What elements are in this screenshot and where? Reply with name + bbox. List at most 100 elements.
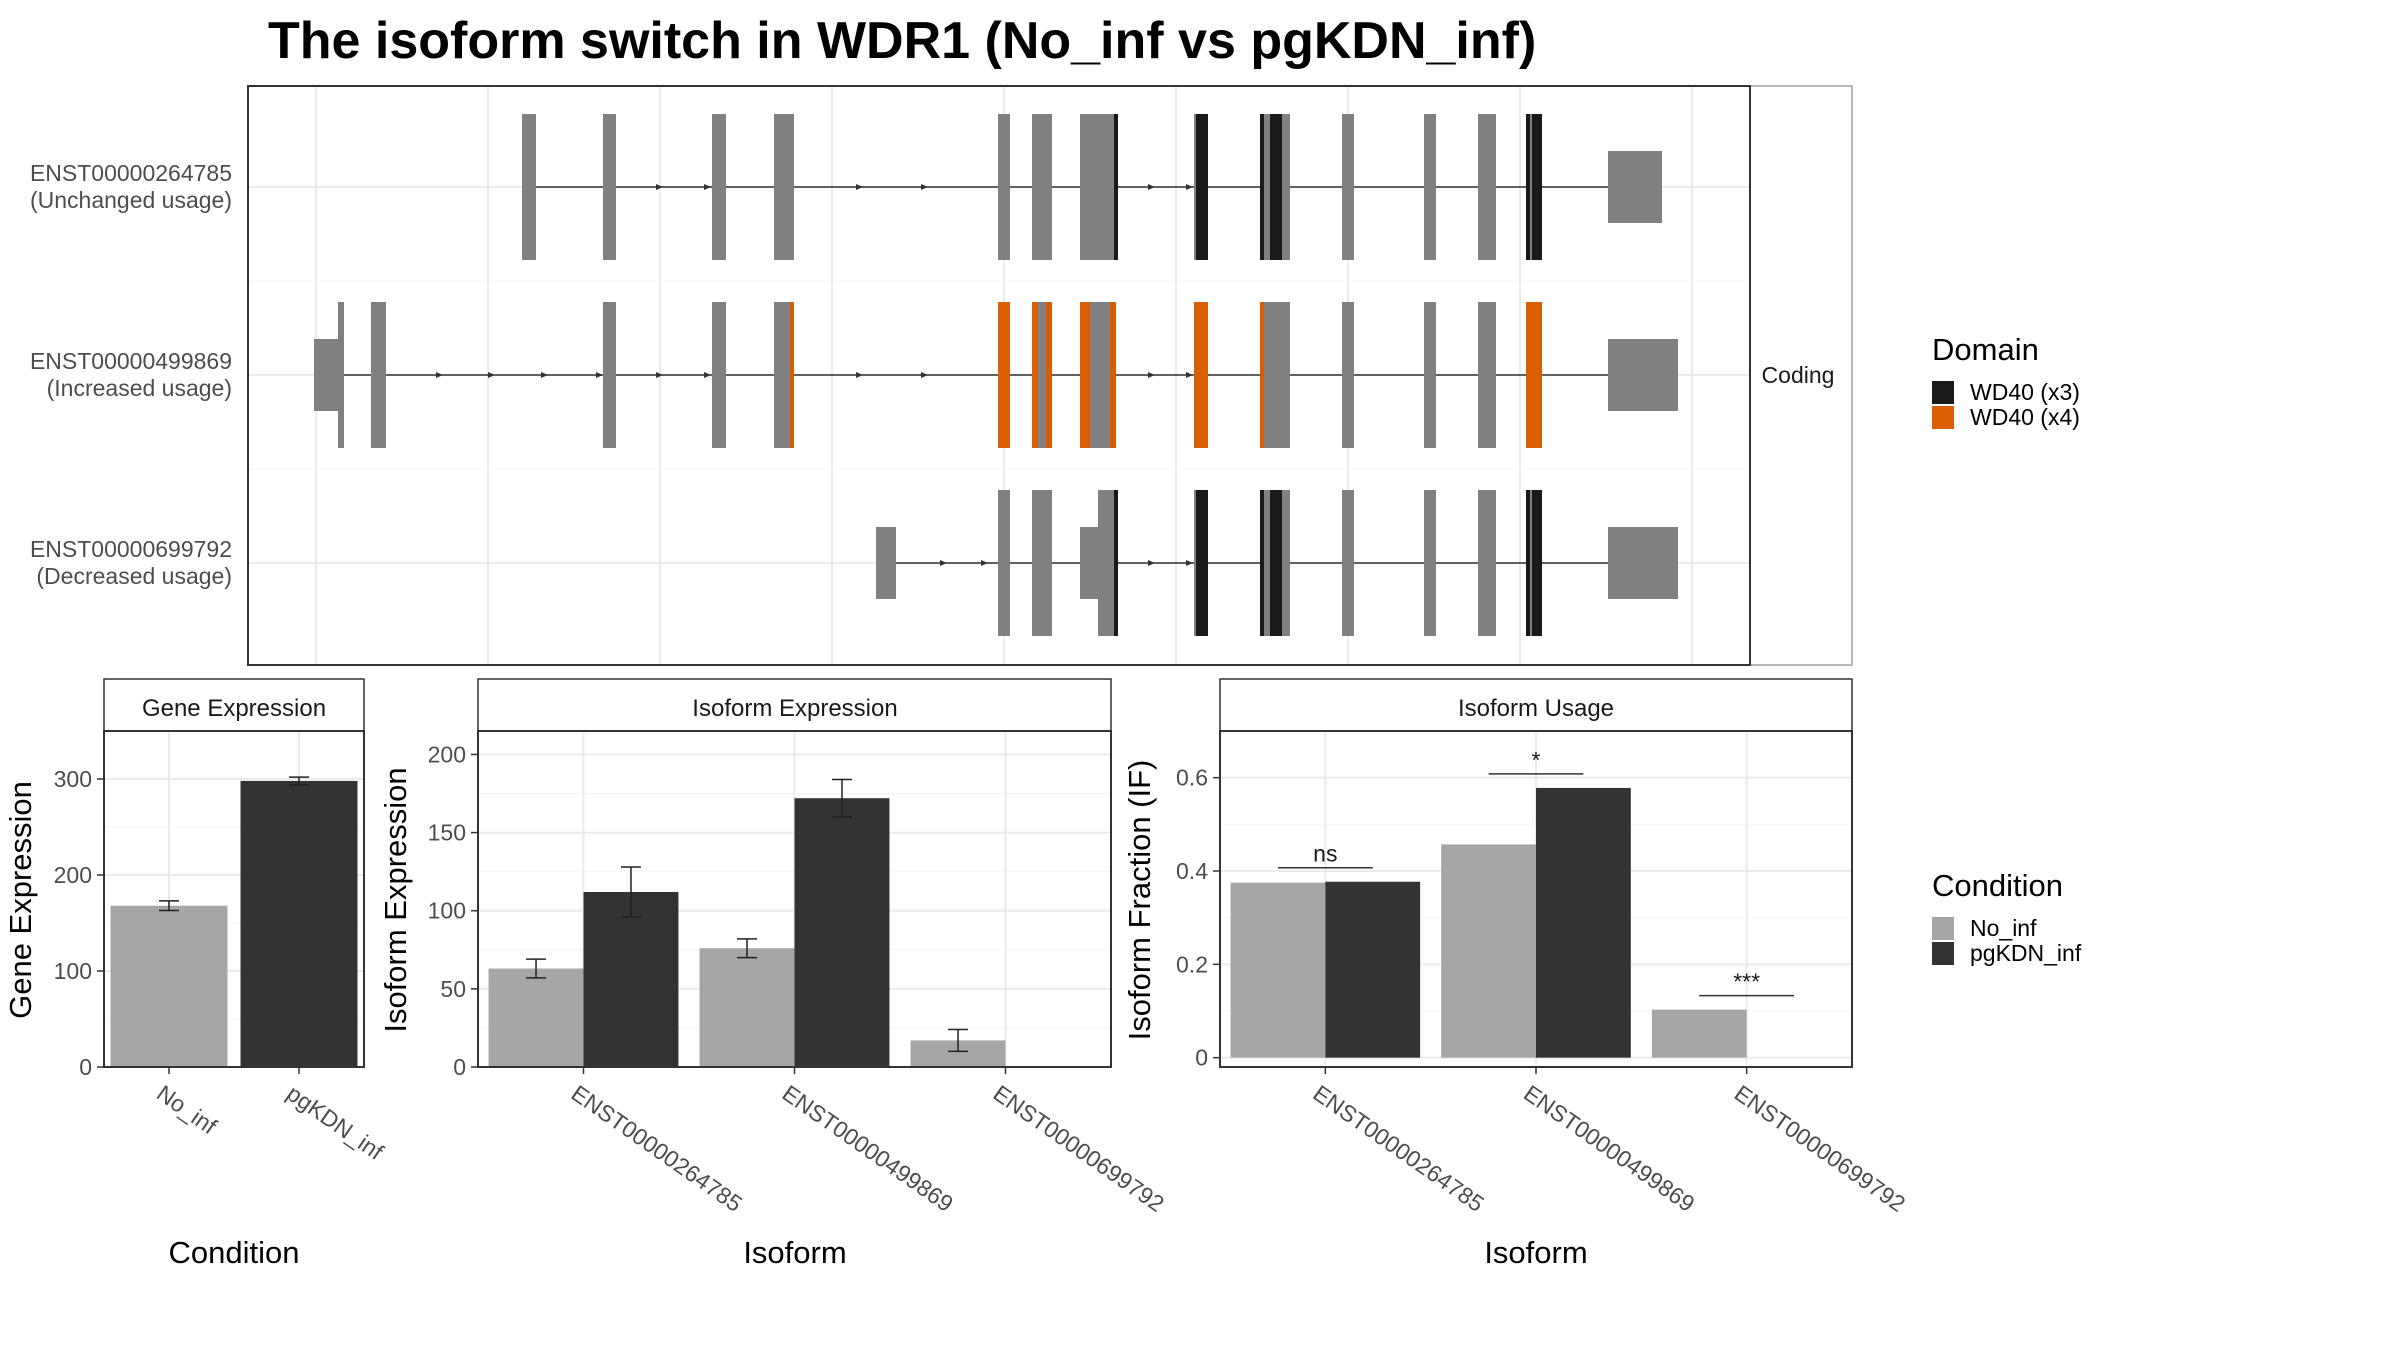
- usage-y-axis-label: Isoform Fraction (IF): [1122, 760, 1157, 1041]
- bar: [488, 968, 584, 1067]
- domain-wd40-block: [1532, 114, 1542, 260]
- intron-direction-arrow: [704, 184, 711, 190]
- legend-label-pgkdn-inf: pgKDN_inf: [1970, 940, 2082, 966]
- intron-direction-arrow: [940, 560, 947, 566]
- intron-direction-arrow: [921, 184, 928, 190]
- y-tick-label: 100: [54, 958, 92, 984]
- domain-wd40-block: [998, 302, 1010, 448]
- bar: [1325, 881, 1421, 1058]
- transcript-usage-label: (Increased usage): [47, 375, 232, 401]
- legend-swatch-wd40-x3: [1932, 381, 1954, 404]
- intron-direction-arrow: [488, 372, 495, 378]
- panel-plot-border: [103, 730, 365, 1068]
- utr-block: [1608, 339, 1678, 411]
- condition-legend: Condition No_inf pgKDN_inf: [1932, 868, 2082, 966]
- error-bar: [159, 900, 179, 912]
- exon-block: [1032, 490, 1052, 636]
- isoexp-panel-title: Isoform Expression: [692, 695, 897, 722]
- y-tick-label: 150: [428, 820, 466, 846]
- intron-direction-arrow: [1148, 560, 1155, 566]
- transcript-usage-label: (Unchanged usage): [30, 187, 232, 213]
- y-tick-label: 0: [453, 1054, 466, 1080]
- bar: [1230, 882, 1326, 1058]
- domain-wd40-block: [1196, 114, 1208, 260]
- domain-wd40-block: [790, 302, 794, 448]
- bar: [1651, 1009, 1747, 1058]
- gene-x-axis-label: Condition: [169, 1235, 300, 1270]
- intron-direction-arrow: [704, 372, 711, 378]
- significance-label: ns: [1313, 841, 1337, 867]
- error-bar: [737, 938, 758, 959]
- domain-wd40-block: [1270, 490, 1282, 636]
- intron-direction-arrow: [436, 372, 443, 378]
- gene-panel-title: Gene Expression: [142, 695, 326, 722]
- y-tick-label: 100: [428, 898, 466, 924]
- intron-direction-arrow: [856, 372, 863, 378]
- exon-block: [371, 302, 386, 448]
- exon-block: [1424, 302, 1436, 448]
- intron-direction-arrow: [1186, 560, 1193, 566]
- intron-direction-arrow: [1148, 184, 1155, 190]
- x-tick-label: pgKDN_inf: [282, 1080, 389, 1165]
- transcript-id-label: ENST00000499869: [30, 348, 232, 374]
- domain-wd40-block: [1526, 114, 1530, 260]
- transcript-usage-label: (Decreased usage): [36, 563, 232, 589]
- panel-plot-border: [1219, 730, 1853, 1068]
- x-tick-label: ENST00000499869: [778, 1080, 958, 1217]
- intron-direction-arrow: [981, 560, 988, 566]
- x-tick-label: ENST00000264785: [1308, 1080, 1488, 1217]
- domain-legend: Domain WD40 (x3) WD40 (x4): [1932, 332, 2080, 430]
- bar: [240, 780, 358, 1067]
- exon-block: [1478, 490, 1496, 636]
- transcript-id-label: ENST00000699792: [30, 536, 232, 562]
- legend-label-no-inf: No_inf: [1970, 915, 2037, 941]
- y-tick-label: 0: [79, 1054, 92, 1080]
- exon-block: [1342, 490, 1354, 636]
- exon-block: [1098, 490, 1116, 636]
- exon-block: [998, 114, 1010, 260]
- utr-block: [1080, 527, 1098, 599]
- bar: [1441, 844, 1536, 1058]
- domain-legend-title: Domain: [1932, 332, 2039, 367]
- exon-block: [522, 114, 536, 260]
- intron-direction-arrow: [596, 372, 603, 378]
- bar: [1536, 787, 1631, 1058]
- intron-direction-arrow: [856, 184, 863, 190]
- domain-wd40-block: [1032, 302, 1038, 448]
- intron-direction-arrow: [921, 372, 928, 378]
- isoexp-x-axis-label: Isoform: [743, 1235, 846, 1270]
- domain-wd40-block: [1260, 114, 1264, 260]
- exon-block: [1080, 114, 1098, 260]
- legend-swatch-no-inf: [1932, 917, 1954, 940]
- intron-direction-arrow: [1148, 372, 1155, 378]
- domain-wd40-block: [1114, 490, 1118, 636]
- error-bar: [620, 866, 641, 918]
- exon-block: [1260, 302, 1290, 448]
- y-tick-label: 200: [428, 741, 466, 767]
- x-tick-label: ENST00000699792: [989, 1080, 1169, 1217]
- x-tick-label: ENST00000264785: [567, 1080, 747, 1217]
- domain-wd40-block: [1080, 302, 1090, 448]
- exon-block: [1478, 302, 1496, 448]
- exon-block: [603, 302, 616, 448]
- figure-title: The isoform switch in WDR1 (No_inf vs pg…: [268, 12, 1536, 70]
- gene-y-axis-label: Gene Expression: [3, 781, 38, 1019]
- bar: [794, 798, 890, 1067]
- significance-label: ***: [1733, 969, 1760, 995]
- y-tick-label: 0.4: [1176, 858, 1208, 884]
- panel-strip: [1219, 678, 1853, 732]
- exon-block: [338, 302, 344, 448]
- legend-label-wd40-x4: WD40 (x4): [1970, 404, 2080, 430]
- transcript-structure-panel: ENST00000264785(Unchanged usage) ENST0000…: [30, 85, 1853, 666]
- exon-block: [774, 114, 794, 260]
- condition-legend-title: Condition: [1932, 868, 2063, 903]
- usage-x-axis-label: Isoform: [1484, 1235, 1587, 1270]
- exon-block: [1098, 114, 1116, 260]
- domain-wd40-block: [1526, 490, 1530, 636]
- error-bar: [289, 776, 309, 786]
- domain-wd40-block: [1270, 114, 1282, 260]
- utr-block: [876, 527, 896, 599]
- utr-block: [314, 339, 340, 411]
- utr-block: [1608, 151, 1662, 223]
- x-tick-label: No_inf: [152, 1080, 222, 1140]
